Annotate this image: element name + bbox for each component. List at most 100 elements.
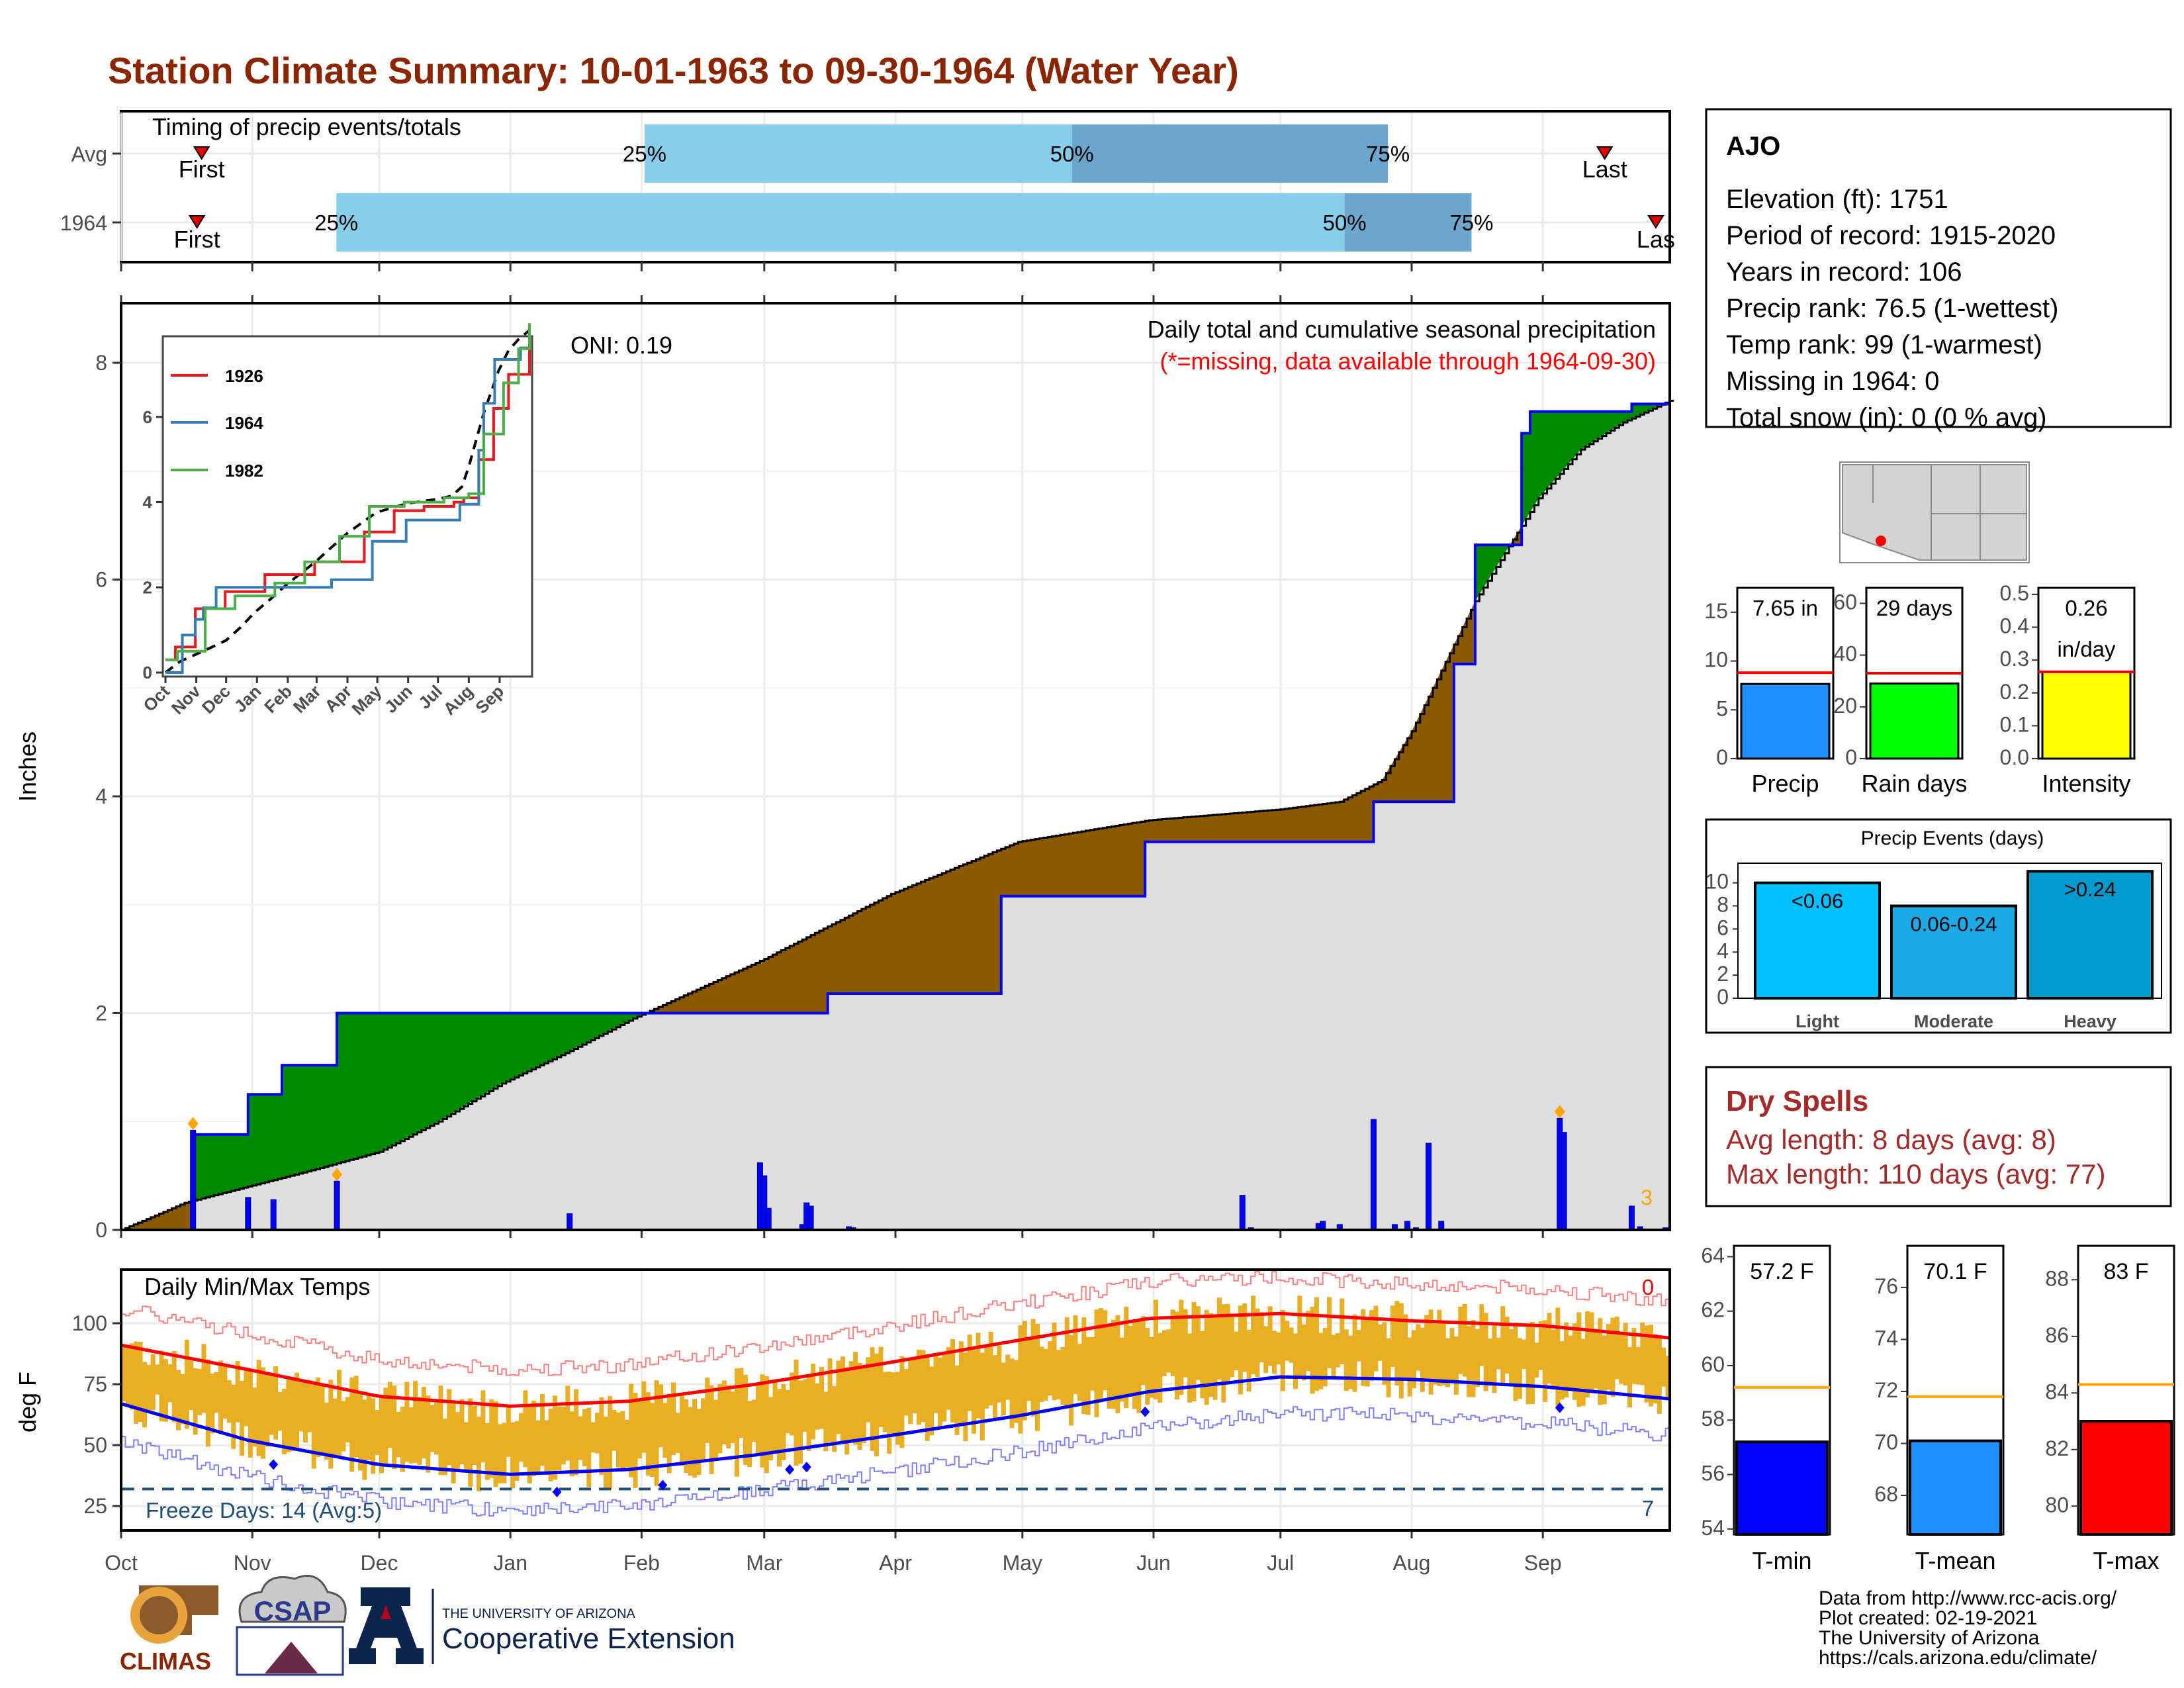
temp-daily-range-bar — [214, 1372, 219, 1413]
mini-bar-tick-label-1: 60 — [1833, 590, 1857, 614]
temp-daily-range-bar — [167, 1364, 173, 1403]
temp-daily-range-bar — [484, 1423, 490, 1480]
temp-daily-range-bar — [735, 1368, 740, 1477]
precip-daily-bar — [1426, 1143, 1432, 1231]
temp-daily-range-bar — [988, 1331, 993, 1405]
timing-row-avg-label: Avg — [71, 142, 107, 166]
temp-summary-bars: 54 56 58 60 62 64 57.2 F T-min 68 70 72 74 76 70.1 F T… — [1701, 1243, 2175, 1574]
temp-daily-range-bar — [1343, 1329, 1349, 1391]
temp-daily-range-bar — [1568, 1335, 1573, 1391]
credit-line-2: Plot created: 02-19-2021 — [1819, 1607, 2037, 1629]
temp-daily-range-bar — [1661, 1347, 1666, 1387]
temp-daily-range-bar — [1657, 1337, 1662, 1414]
temp-daily-range-bar — [375, 1410, 380, 1455]
temp-daily-range-bar — [705, 1378, 710, 1443]
timing-first-avg-label: First — [179, 156, 225, 183]
precip-daily-bar — [1370, 1119, 1377, 1231]
events-category-1: Moderate — [1914, 1011, 1993, 1031]
temp-daily-range-bar — [1251, 1295, 1256, 1375]
mini-bar-label-0: Precip — [1751, 770, 1819, 797]
temp-daily-range-bar — [963, 1352, 968, 1442]
temp-daily-range-bar — [1407, 1337, 1412, 1397]
temp-daily-range-bar — [836, 1360, 841, 1434]
ua-logo: THE UNIVERSITY OF ARIZONA Cooperative Ex… — [349, 1587, 735, 1664]
events-tick-label-0: 0 — [1717, 985, 1729, 1009]
temp-daily-range-bar — [480, 1390, 486, 1463]
temp-daily-range-bar — [362, 1399, 367, 1480]
temp-daily-range-bar — [633, 1392, 638, 1488]
temp-daily-range-bar — [1301, 1325, 1306, 1381]
mini-bar-value-1: 29 days — [1876, 596, 1953, 620]
page-title: Station Climate Summary: 10-01-1963 to 0… — [108, 50, 1239, 91]
temp-daily-range-bar — [908, 1360, 913, 1425]
temp-daily-range-bar — [1593, 1331, 1598, 1389]
temp-summary-tick-label-0: 62 — [1701, 1298, 1725, 1322]
station-precip-rank: Precip rank: 76.5 (1-wettest) — [1726, 294, 2058, 323]
temp-daily-range-bar — [916, 1349, 921, 1425]
temp-freeze-marker-5 — [1140, 1406, 1150, 1417]
temp-summary-tick-label-2: 84 — [2045, 1380, 2069, 1403]
temp-daily-range-bar — [332, 1398, 338, 1455]
temp-daily-range-bar — [1119, 1337, 1124, 1402]
temp-daily-range-bar — [645, 1392, 651, 1476]
temp-daily-range-bar — [1234, 1331, 1239, 1370]
station-info-box: AJO Elevation (ft): 1751 Period of recor… — [1705, 108, 2172, 432]
station-name: AJO — [1726, 132, 1780, 161]
temp-daily-range-bar — [1009, 1358, 1015, 1429]
temp-daily-range-bar — [472, 1405, 477, 1465]
temp-daily-range-bar — [1056, 1350, 1061, 1399]
precip-event-diamond-0 — [187, 1117, 199, 1131]
temp-daily-range-bar — [265, 1374, 270, 1447]
mini-bar-Precip — [1740, 682, 1831, 760]
temp-freeze-marker-2 — [658, 1479, 668, 1491]
ua-logo-big-text: Cooperative Extension — [442, 1622, 735, 1655]
mini-bar-value-0: 7.65 in — [1752, 596, 1818, 620]
temp-daily-range-bar — [447, 1389, 452, 1466]
temp-daily-range-bar — [599, 1397, 604, 1475]
temp-daily-range-bar — [1365, 1319, 1370, 1387]
month-axis: Oct Nov Dec Jan Feb Mar Apr May Jun Jul Aug Sep — [105, 1551, 1562, 1575]
precip-daily-bars — [187, 1105, 1669, 1231]
temp-daily-range-bar — [1606, 1324, 1612, 1390]
temp-daily-range-bar — [1559, 1341, 1565, 1400]
temp-daily-range-bar — [1285, 1321, 1290, 1361]
temp-summary-tick-label-0: 58 — [1701, 1407, 1725, 1430]
temp-daily-range-bar — [138, 1341, 143, 1423]
dry-spells-frame — [1705, 1066, 2172, 1207]
temp-daily-range-bar — [337, 1370, 342, 1456]
temp-daily-range-bar — [1504, 1316, 1510, 1374]
timing-first-marker-0 — [193, 146, 210, 160]
temp-daily-range-bar — [298, 1382, 304, 1432]
temp-daily-range-bar — [180, 1374, 185, 1425]
temp-daily-range-bar — [523, 1390, 528, 1468]
month-label-Oct: Oct — [105, 1551, 138, 1575]
temp-daily-range-bar — [176, 1370, 181, 1430]
temp-daily-range-bar — [1356, 1330, 1361, 1362]
temp-daily-range-bar — [1094, 1309, 1099, 1417]
precip-events-title: Precip Events (days) — [1861, 827, 2044, 849]
temp-daily-range-bar — [1149, 1336, 1154, 1398]
month-label-May: May — [1003, 1551, 1042, 1575]
temp-daily-range-bar — [1174, 1311, 1179, 1400]
temp-daily-range-bar — [260, 1367, 265, 1459]
inset-frame — [161, 335, 533, 678]
inset-chart: 0246OctNovDecJanFebMarAprMayJunJulAugSep… — [139, 323, 533, 719]
temp-daily-range-bar — [1204, 1309, 1209, 1405]
temp-daily-range-bar — [1420, 1327, 1425, 1392]
temp-daily-range-bar — [252, 1387, 257, 1447]
temp-daily-range-bar — [408, 1407, 414, 1464]
timing-first-year-label: First — [174, 226, 220, 253]
temp-freeze-marker-0 — [269, 1459, 279, 1470]
temp-daily-range-bar — [700, 1398, 705, 1461]
temp-daily-range-bar — [1208, 1313, 1214, 1397]
temp-daily-range-bar — [531, 1401, 537, 1477]
temp-daily-range-bar — [662, 1403, 668, 1458]
temp-daily-range-bar — [679, 1395, 684, 1466]
temp-daily-range-bar — [1412, 1330, 1416, 1389]
temp-daily-range-bar — [1103, 1310, 1108, 1391]
temp-daily-range-bar — [302, 1381, 308, 1443]
temp-daily-range-bar — [756, 1385, 761, 1454]
temp-daily-range-bar — [972, 1350, 977, 1434]
mini-bar-tick-label-0: 15 — [1704, 599, 1728, 623]
